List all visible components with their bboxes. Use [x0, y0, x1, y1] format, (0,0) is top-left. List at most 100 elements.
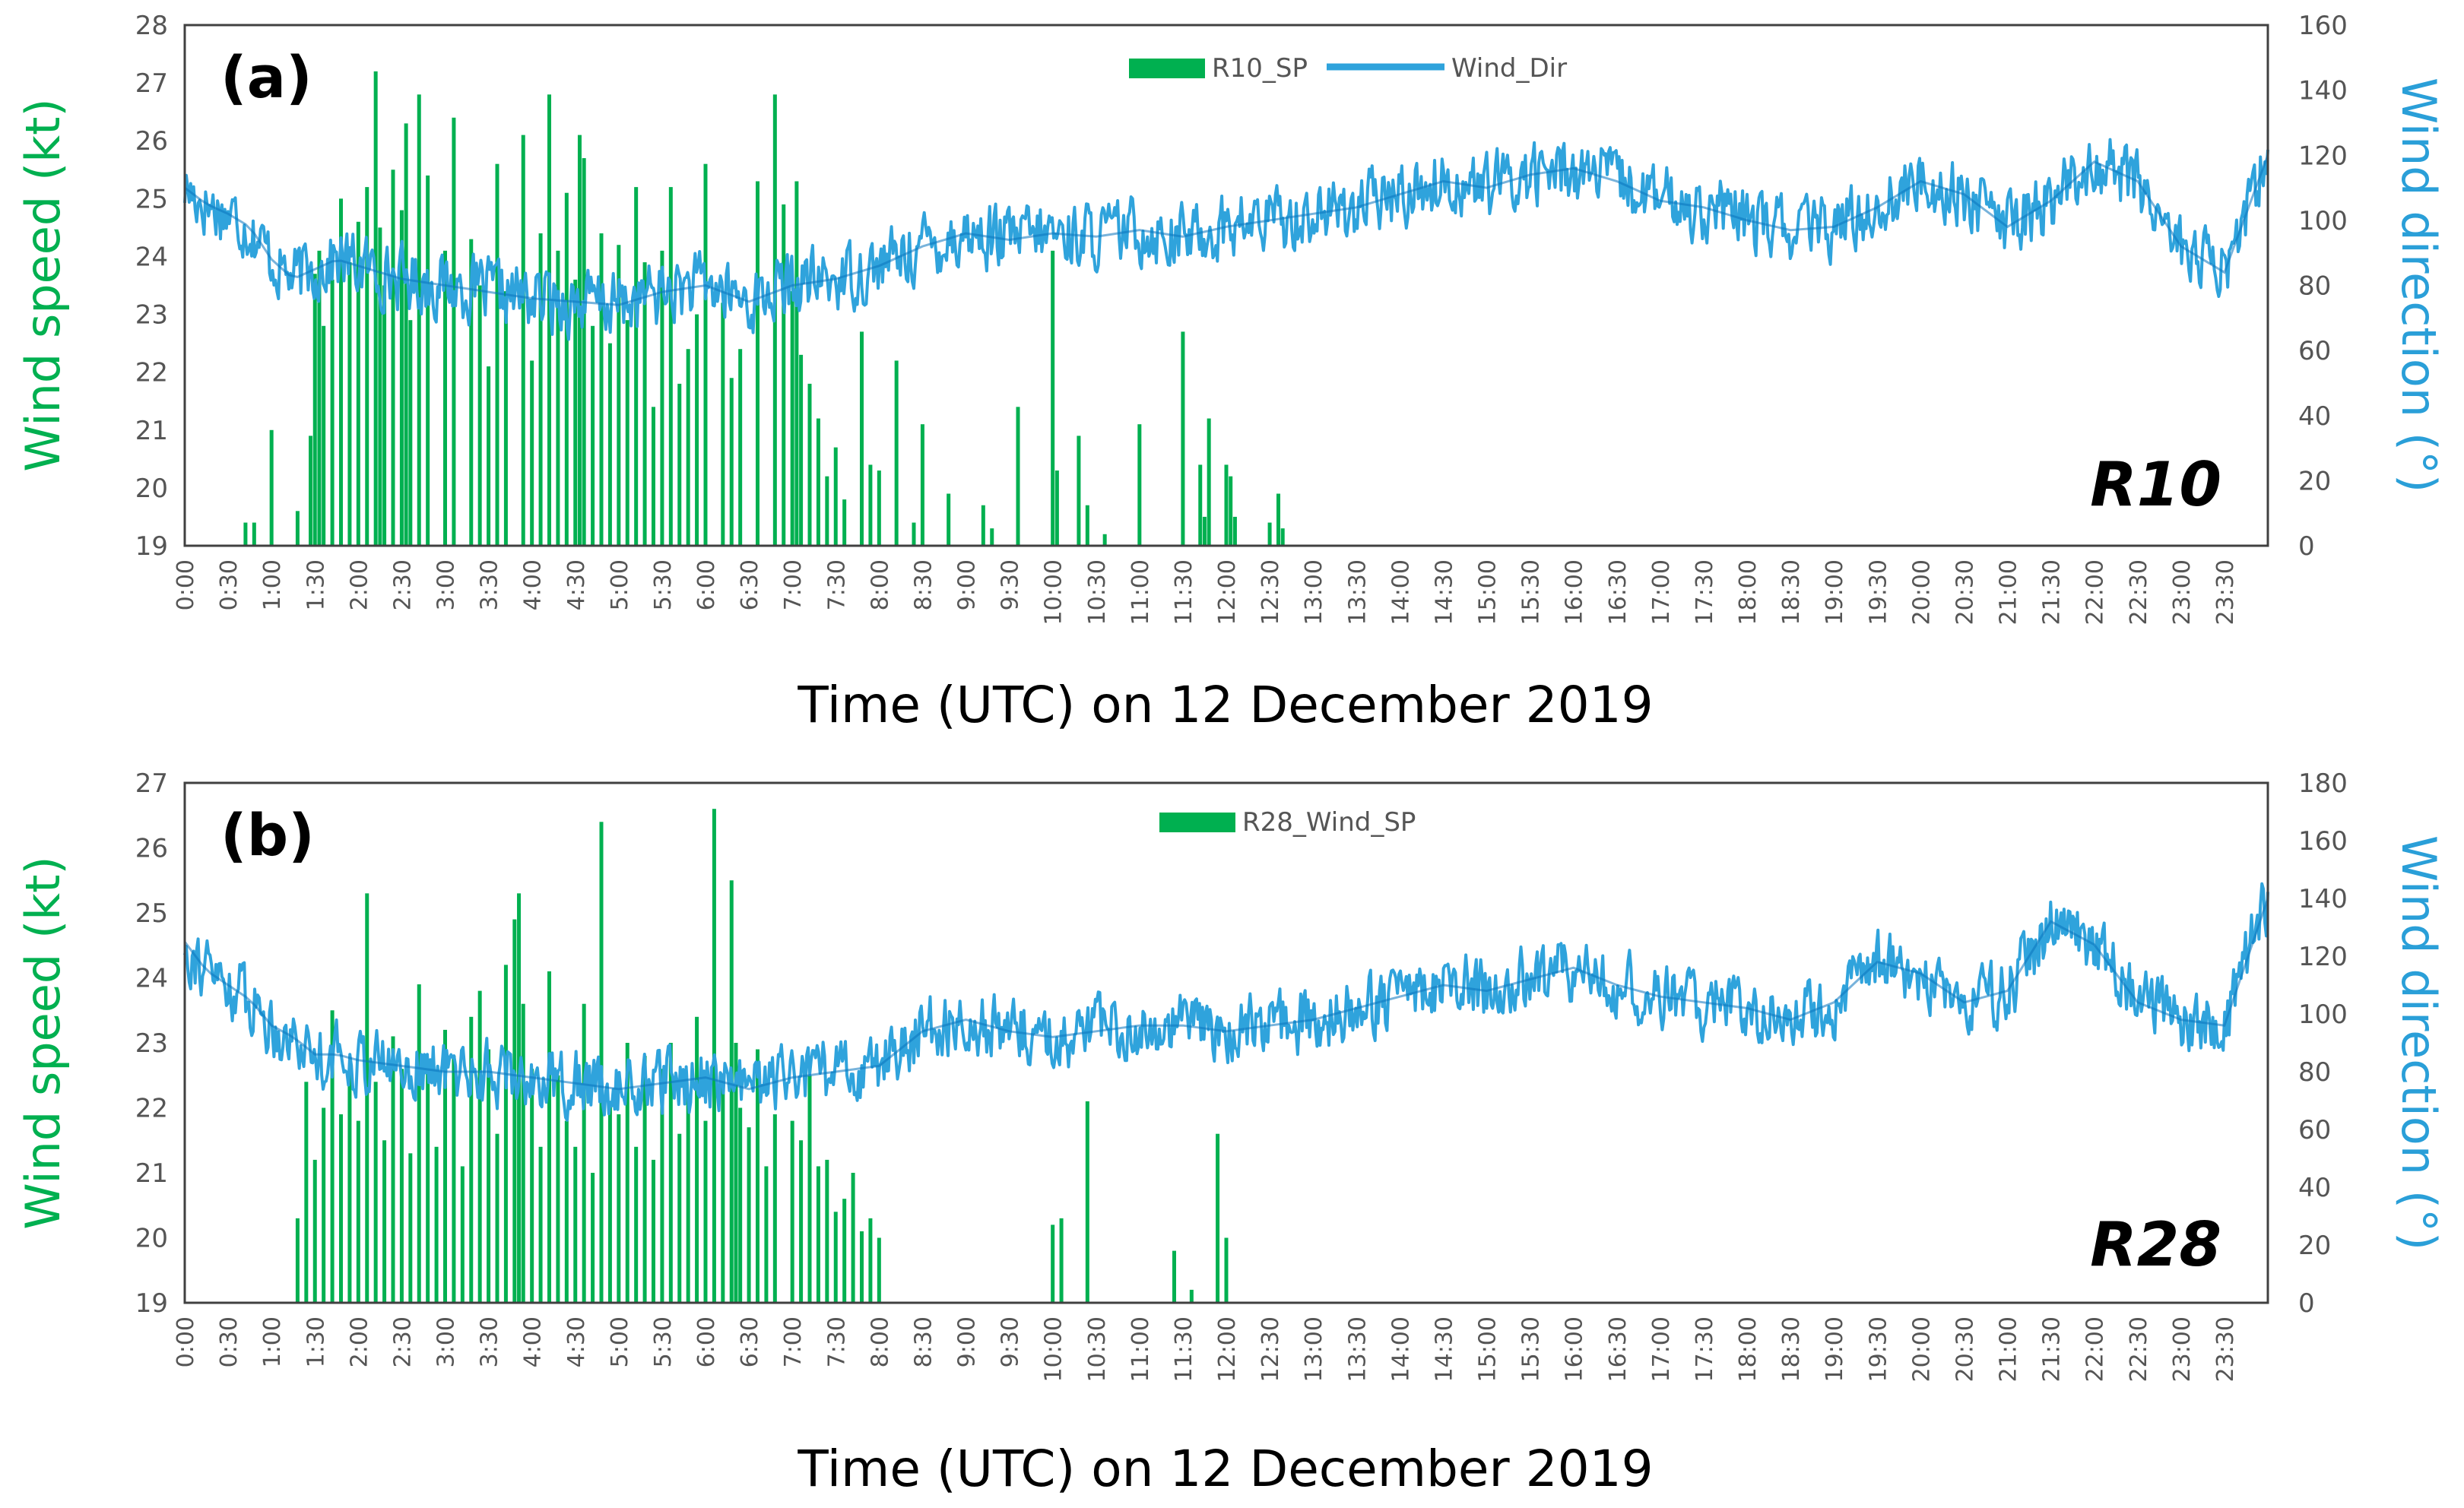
speed-bar	[312, 274, 317, 546]
speed-bar	[1216, 1133, 1220, 1303]
speed-bar	[477, 285, 482, 546]
speed-bar	[1085, 1101, 1089, 1303]
speed-bar	[1054, 470, 1059, 546]
x-tick: 9:00	[954, 1316, 981, 1367]
speed-bar	[347, 262, 352, 546]
speed-bar	[460, 1166, 465, 1303]
speed-bar	[312, 1159, 317, 1303]
speed-bar	[695, 314, 699, 546]
x-tick: 13:30	[1344, 559, 1371, 625]
speed-bar	[295, 511, 300, 546]
x-tick: 3:30	[477, 1316, 503, 1367]
y-tick-left: 25	[135, 898, 168, 929]
x-tick: 16:30	[1605, 1316, 1632, 1382]
speed-bar	[642, 262, 647, 546]
speed-bar	[721, 1082, 725, 1303]
speed-bar	[947, 493, 951, 546]
speed-bar	[322, 325, 326, 546]
x-tick: 8:00	[867, 1316, 893, 1367]
y-tick-right: 140	[2298, 884, 2348, 914]
speed-bar	[591, 325, 595, 546]
speed-bar	[790, 1120, 794, 1303]
x-tick: 1:30	[303, 1316, 329, 1367]
y-tick-right: 100	[2298, 206, 2348, 236]
speed-bar	[877, 470, 881, 546]
speed-bar	[591, 1173, 595, 1303]
speed-bar	[599, 233, 604, 546]
speed-bar	[695, 1016, 699, 1303]
speed-bar	[799, 354, 804, 546]
y-tick-left: 27	[135, 68, 168, 99]
speed-bar	[426, 1062, 430, 1303]
speed-bar	[356, 221, 360, 546]
x-tick: 12:00	[1214, 1316, 1241, 1382]
x-tick: 6:30	[737, 559, 763, 610]
speed-bar	[860, 1231, 864, 1303]
x-tick: 22:30	[2126, 1316, 2152, 1382]
speed-bar	[443, 250, 447, 546]
speed-bar	[556, 250, 560, 546]
x-tick: 14:30	[1431, 1316, 1457, 1382]
speed-bar	[677, 1133, 682, 1303]
speed-bar	[894, 360, 899, 546]
direction-line	[183, 882, 2269, 1122]
x-tick: 9:00	[954, 559, 981, 610]
y-tick-left: 26	[135, 126, 168, 157]
speed-bar	[825, 1159, 829, 1303]
y-tick-right: 20	[2298, 466, 2331, 496]
panel-label-a: (a)	[220, 43, 312, 111]
speed-bar	[756, 181, 759, 546]
speed-bar	[399, 210, 404, 546]
y-tick-left: 26	[135, 834, 168, 864]
x-tick: 6:30	[737, 1316, 763, 1367]
x-tick: 3:30	[477, 559, 503, 610]
y-tick-left: 25	[135, 184, 168, 214]
speed-bar	[668, 187, 673, 546]
y-ticks-right-a: 0 20 40 60 80 100 120 140 160	[2298, 11, 2348, 562]
speed-bar	[842, 1199, 847, 1303]
speed-bar	[920, 424, 924, 546]
x-tick: 15:00	[1475, 559, 1502, 625]
speed-bar	[339, 1114, 343, 1303]
x-tick: 4:30	[563, 1316, 590, 1367]
x-tick: 17:00	[1648, 1316, 1675, 1382]
legend-swatch-speed-b	[1159, 813, 1235, 832]
station-label-b: R28	[2090, 1209, 2221, 1280]
x-tick: 8:30	[910, 1316, 937, 1367]
y-tick-right: 180	[2298, 768, 2348, 799]
legend-swatch-speed-a	[1129, 59, 1205, 78]
speed-bar	[382, 1140, 387, 1303]
y-tick-right: 40	[2298, 401, 2331, 432]
speed-bar	[1085, 505, 1089, 546]
speed-bar	[703, 163, 708, 546]
x-tick: 0:00	[173, 559, 199, 610]
speed-bar	[1051, 250, 1055, 546]
y-ticks-right-b: 0 20 40 60 80 100 120 140 160 180	[2298, 768, 2348, 1319]
speed-bar	[503, 965, 508, 1303]
x-tick: 1:00	[259, 559, 286, 610]
x-tick: 11:30	[1171, 1316, 1197, 1382]
speed-bar	[339, 198, 343, 546]
speed-bar	[521, 1003, 525, 1303]
station-label-a: R10	[2090, 449, 2221, 520]
x-tick: 23:30	[2212, 559, 2239, 625]
x-axis-label-a: Time (UTC) on 12 December 2019	[797, 676, 1653, 734]
speed-bar	[738, 349, 743, 546]
speed-bar	[382, 285, 387, 546]
legend-label-speed-b: R28_Wind_SP	[1242, 807, 1416, 838]
x-tick: 21:30	[2039, 1316, 2066, 1382]
y-tick-left: 28	[135, 11, 168, 41]
speed-bar	[1077, 436, 1081, 546]
speed-bar	[772, 1114, 777, 1303]
speed-bar	[599, 822, 604, 1303]
speed-bar	[607, 1101, 612, 1303]
speed-bar	[517, 893, 522, 1303]
speed-bar	[782, 204, 786, 546]
x-tick: 5:30	[650, 559, 677, 610]
y-tick-right: 60	[2298, 336, 2331, 366]
speed-bar	[477, 990, 482, 1303]
speed-bar	[912, 522, 916, 546]
speed-bar	[981, 505, 985, 546]
y-axis-label-left-b: Wind speed (kt)	[15, 856, 71, 1229]
